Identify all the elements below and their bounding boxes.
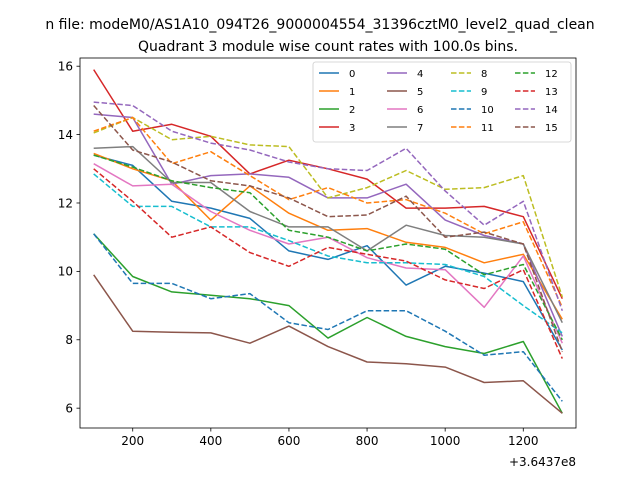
legend-label-8: 8 bbox=[481, 69, 487, 80]
legend-label-11: 11 bbox=[481, 123, 494, 134]
series-line-2 bbox=[93, 233, 563, 414]
chart-title: Quadrant 3 module wise count rates with … bbox=[138, 39, 518, 55]
legend-label-6: 6 bbox=[417, 105, 423, 116]
x-axis: 200 400 600 800 1000 1200 bbox=[121, 428, 539, 448]
series-line-5 bbox=[93, 274, 563, 414]
legend-label-1: 1 bbox=[349, 87, 355, 98]
y-tick-label: 10 bbox=[58, 265, 73, 279]
legend-label-12: 12 bbox=[545, 69, 558, 80]
y-tick-label: 6 bbox=[65, 401, 73, 415]
series-line-12 bbox=[93, 154, 563, 341]
series-line-10 bbox=[93, 233, 563, 402]
series-layer bbox=[93, 69, 564, 414]
series-line-9 bbox=[93, 173, 563, 334]
plot-frame bbox=[79, 57, 577, 429]
legend-label-4: 4 bbox=[417, 69, 423, 80]
legend-label-13: 13 bbox=[545, 87, 558, 98]
x-tick-label: 400 bbox=[199, 434, 222, 448]
legend-label-9: 9 bbox=[481, 87, 487, 98]
legend-box bbox=[312, 61, 572, 143]
legend-label-2: 2 bbox=[349, 105, 355, 116]
x-tick-label: 200 bbox=[121, 434, 144, 448]
legend-label-0: 0 bbox=[349, 69, 355, 80]
series-line-14 bbox=[93, 101, 564, 311]
legend-label-10: 10 bbox=[481, 105, 494, 116]
y-tick-label: 12 bbox=[58, 196, 73, 210]
y-axis: 6 8 10 12 14 16 bbox=[58, 60, 80, 415]
series-line-7 bbox=[93, 145, 563, 324]
legend-label-5: 5 bbox=[417, 87, 423, 98]
series-line-13 bbox=[93, 168, 563, 359]
x-tick-label: 1200 bbox=[508, 434, 539, 448]
legend-label-14: 14 bbox=[545, 105, 558, 116]
series-line-15 bbox=[93, 105, 564, 352]
y-tick-label: 16 bbox=[58, 60, 73, 74]
legend-label-7: 7 bbox=[417, 123, 423, 134]
y-tick-label: 14 bbox=[58, 128, 73, 142]
x-tick-label: 600 bbox=[277, 434, 300, 448]
y-tick-label: 8 bbox=[65, 333, 73, 347]
x-axis-offset-label: +3.6437e8 bbox=[509, 455, 576, 469]
series-line-0 bbox=[93, 154, 563, 351]
figure-suptitle: n file: modeM0/AS1A10_094T26_9000004554_… bbox=[45, 17, 594, 33]
legend-label-3: 3 bbox=[349, 123, 355, 134]
legend-label-15: 15 bbox=[545, 123, 558, 134]
series-line-8 bbox=[93, 116, 564, 298]
x-tick-label: 1000 bbox=[430, 434, 461, 448]
x-tick-label: 800 bbox=[356, 434, 379, 448]
